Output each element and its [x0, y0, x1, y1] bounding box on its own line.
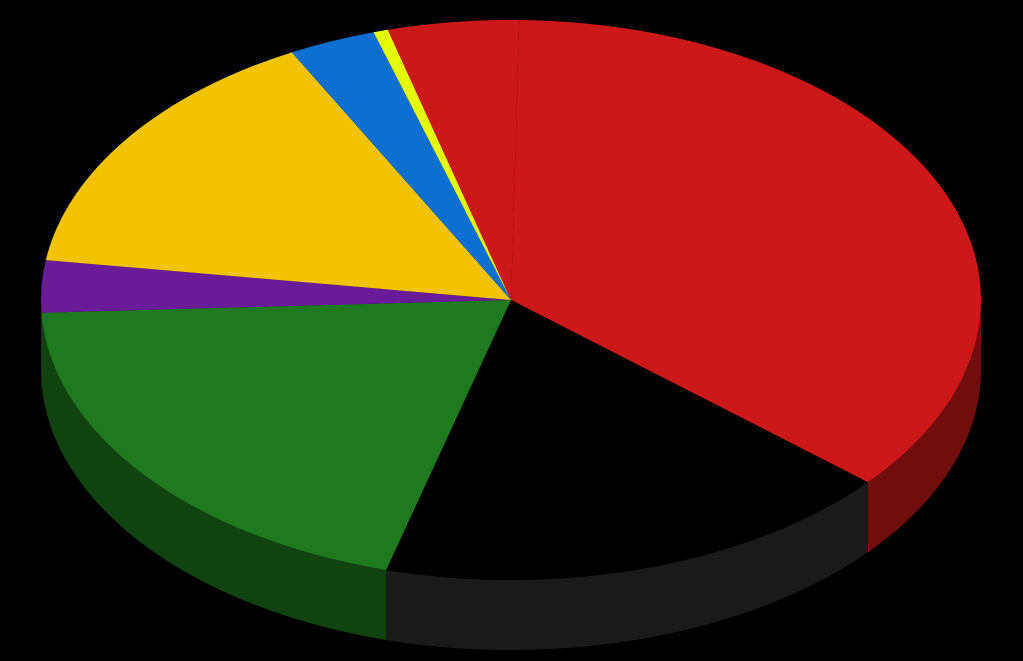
pie-chart-container	[0, 0, 1023, 661]
pie-chart	[0, 0, 1023, 661]
pie-top	[41, 20, 981, 580]
